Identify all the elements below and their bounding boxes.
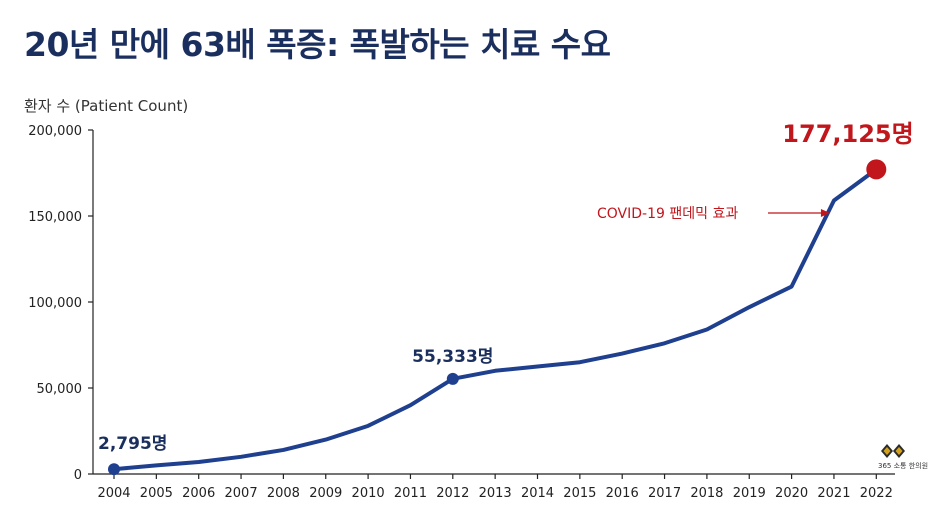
x-tick-label: 2004 <box>97 486 130 501</box>
clinic-logo: 365 소통 한의원 <box>876 442 934 472</box>
x-tick-label: 2005 <box>140 486 173 501</box>
x-tick-label: 2008 <box>267 486 300 501</box>
x-tick-label: 2014 <box>521 486 554 501</box>
x-tick-label: 2012 <box>436 486 469 501</box>
x-tick-label: 2017 <box>648 486 681 501</box>
annotation-arrow-head-icon <box>820 209 830 217</box>
x-tick-label: 2013 <box>479 486 512 501</box>
logo-text: 365 소통 한의원 <box>878 461 928 470</box>
point-label: 55,333명 <box>412 347 493 367</box>
y-axis-label: 환자 수 (Patient Count) <box>24 97 189 115</box>
x-tick-label: 2020 <box>775 486 808 501</box>
x-tick-label: 2007 <box>225 486 258 501</box>
x-tick-label: 2019 <box>733 486 766 501</box>
y-tick-label: 0 <box>74 468 82 483</box>
point-label: 2,795명 <box>98 434 167 454</box>
x-tick-label: 2016 <box>606 486 639 501</box>
y-tick-label: 50,000 <box>37 382 83 397</box>
point-marker <box>108 463 120 476</box>
point-marker <box>446 372 459 385</box>
annotation-text: COVID-19 팬데믹 효과 <box>597 206 738 222</box>
highlight-point-marker <box>866 159 887 180</box>
y-tick-label: 200,000 <box>28 124 82 139</box>
page-title: 20년 만에 63배 폭증: 폭발하는 치료 수요 <box>24 25 611 64</box>
x-tick-label: 2015 <box>563 486 596 501</box>
x-tick-label: 2018 <box>690 486 723 501</box>
x-tick-label: 2011 <box>394 486 427 501</box>
logo-mark-icon <box>881 444 905 458</box>
y-tick-label: 100,000 <box>28 296 82 311</box>
point-label: 177,125명 <box>782 120 913 148</box>
series-line <box>112 167 879 472</box>
x-tick-label: 2006 <box>182 486 215 501</box>
y-tick-label: 150,000 <box>28 210 82 225</box>
x-tick-label: 2022 <box>860 486 893 501</box>
x-tick-label: 2009 <box>309 486 342 501</box>
x-tick-label: 2010 <box>352 486 385 501</box>
x-tick-label: 2021 <box>817 486 850 501</box>
